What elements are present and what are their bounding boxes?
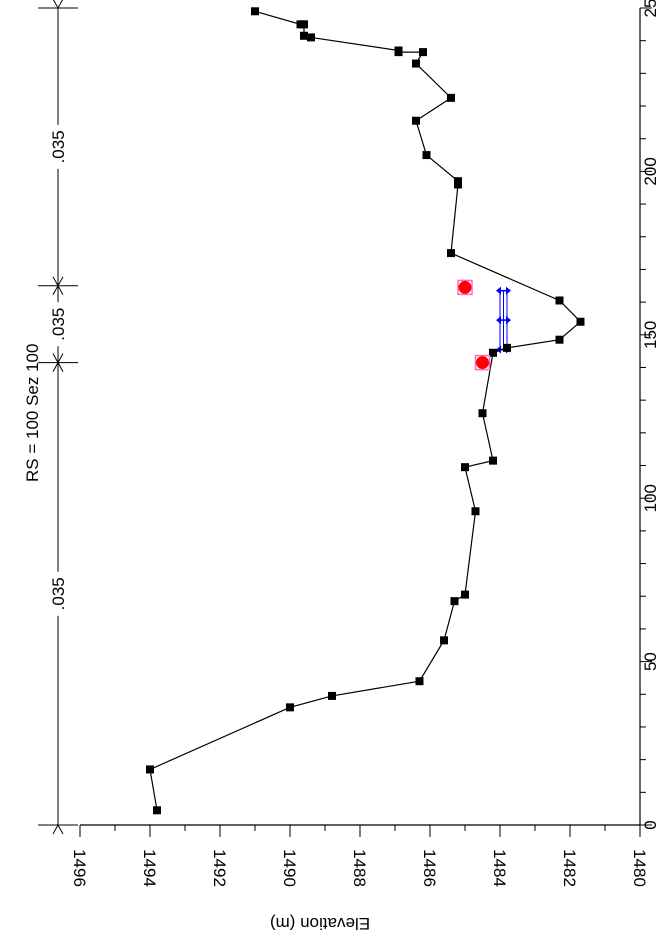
ground-point bbox=[146, 765, 154, 774]
ground-point bbox=[489, 456, 497, 465]
ground-point bbox=[296, 20, 305, 29]
ground-point bbox=[489, 348, 497, 357]
ground-point bbox=[461, 463, 469, 472]
ground-point bbox=[286, 703, 294, 712]
water-surface-arrow bbox=[506, 316, 511, 325]
y-tick-label: 1486 bbox=[420, 849, 439, 887]
ground-point bbox=[422, 151, 431, 160]
y-tick-label: 1490 bbox=[280, 849, 299, 887]
y-tick-label: 1492 bbox=[210, 849, 229, 887]
ground-point bbox=[412, 59, 420, 68]
axis-ticks-layer: 1480 1482 1484 1486 1488 1490 1492 1494 1496 0 50 1… bbox=[70, 0, 660, 887]
x-tick-label: 200 bbox=[641, 157, 660, 185]
x-tick-label: 150 bbox=[641, 321, 660, 349]
water-surface-arrow bbox=[496, 316, 501, 325]
ground-point bbox=[394, 46, 403, 55]
n-arrow-head bbox=[52, 0, 64, 10]
ground-point bbox=[251, 7, 259, 16]
ground-point bbox=[307, 33, 315, 42]
ground-point bbox=[447, 249, 455, 258]
bank-station-point bbox=[476, 356, 489, 370]
ground-point bbox=[450, 597, 459, 606]
water-surface-arrow bbox=[496, 286, 501, 295]
n-arrow-head bbox=[52, 823, 64, 835]
ground-profile-line bbox=[149, 10, 582, 811]
ground-point bbox=[555, 335, 564, 344]
x-tick-label: 25 bbox=[641, 0, 660, 17]
ground-point bbox=[576, 317, 585, 326]
y-tick-label: 1480 bbox=[630, 849, 649, 887]
ground-point bbox=[419, 48, 427, 57]
mannings-n-layer: .035 .035 .035 bbox=[38, 0, 78, 835]
y-axis-label-group: Elevation (m) bbox=[270, 914, 370, 933]
bank-station-box bbox=[457, 279, 473, 296]
ground-point bbox=[415, 677, 424, 686]
ground-point bbox=[478, 409, 487, 418]
ground-point bbox=[300, 31, 308, 40]
x-tick-label: 100 bbox=[641, 484, 660, 512]
x-tick-label: 0 bbox=[641, 820, 660, 829]
y-tick-label: 1494 bbox=[140, 849, 159, 887]
data-layer bbox=[146, 7, 585, 815]
plot-frame bbox=[80, 8, 641, 826]
mannings-n-label: .035 bbox=[49, 130, 68, 163]
chart-title: RS = 100 Sez 100 bbox=[23, 344, 42, 482]
water-surface-arrow bbox=[496, 345, 501, 354]
ground-point bbox=[454, 177, 462, 186]
ground-point bbox=[153, 806, 161, 815]
mannings-n-label: .035 bbox=[49, 577, 68, 610]
y-tick-label: 1488 bbox=[350, 849, 369, 887]
ground-point bbox=[447, 93, 455, 102]
ground-point bbox=[412, 116, 420, 125]
ground-point bbox=[328, 691, 336, 700]
bank-station-point bbox=[458, 280, 472, 294]
ground-point bbox=[461, 590, 469, 599]
ground-point bbox=[440, 636, 448, 645]
bank-station-box bbox=[474, 354, 491, 371]
ground-point bbox=[555, 296, 564, 305]
chart-title-group: RS = 100 Sez 100 bbox=[23, 344, 42, 482]
mannings-n-label: .035 bbox=[49, 308, 68, 341]
y-tick-label: 1482 bbox=[560, 849, 579, 887]
ground-point bbox=[471, 507, 480, 516]
water-surface-arrow bbox=[506, 286, 511, 295]
y-tick-label: 1496 bbox=[70, 849, 89, 887]
x-tick-label: 50 bbox=[641, 652, 660, 671]
ground-point bbox=[503, 343, 511, 352]
y-tick-label: 1484 bbox=[490, 849, 509, 887]
y-axis-label: Elevation (m) bbox=[270, 914, 370, 933]
